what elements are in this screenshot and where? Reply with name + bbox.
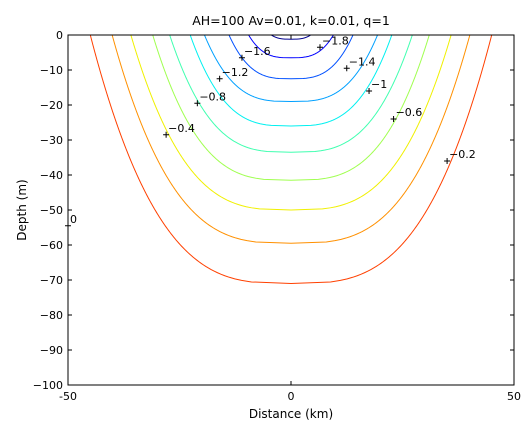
y-tick-label: −40 bbox=[40, 169, 63, 182]
contour-line bbox=[111, 34, 471, 244]
contour-label-marker bbox=[390, 116, 397, 122]
axis-ticks: -50 0 500−10−20−30−40−50−60−70−80−90−100 bbox=[33, 29, 521, 403]
contour-label-marker bbox=[216, 75, 223, 82]
y-tick-label: −30 bbox=[40, 134, 63, 147]
contour-label: −1 bbox=[371, 78, 387, 91]
contour-line bbox=[89, 34, 493, 285]
contour-label: −1.6 bbox=[244, 45, 271, 58]
contour-label-marker bbox=[163, 131, 170, 138]
y-tick-label: −20 bbox=[40, 99, 63, 112]
contour-label-marker bbox=[366, 88, 373, 94]
contour-line bbox=[204, 34, 378, 103]
contour-label: −1.2 bbox=[222, 66, 249, 79]
y-tick-label: −50 bbox=[40, 204, 63, 217]
contour-line bbox=[248, 34, 334, 59]
contour-lines bbox=[89, 34, 493, 285]
x-tick-label: 50 bbox=[507, 390, 521, 403]
contour-line bbox=[189, 34, 393, 127]
contour-labels: −1.8 −1.6 −1.4 −1.2 −1 −0.8 −0.6 −0.4 −0.2 0 bbox=[65, 34, 476, 229]
contour-label: −0.2 bbox=[449, 148, 476, 161]
contour-label: −0.4 bbox=[168, 122, 195, 135]
y-tick-label: −90 bbox=[40, 344, 63, 357]
contour-label: 0 bbox=[70, 213, 77, 226]
contour-line bbox=[271, 34, 311, 40]
contour-line bbox=[169, 34, 413, 153]
contour-label: −1.4 bbox=[349, 55, 376, 68]
contour-label-marker bbox=[194, 100, 201, 107]
contour-label-marker bbox=[238, 54, 245, 61]
contour-label-marker bbox=[65, 222, 71, 229]
y-tick-label: −70 bbox=[40, 274, 63, 287]
y-tick-label: −100 bbox=[33, 379, 63, 392]
y-axis-label: Depth (m) bbox=[15, 179, 29, 240]
contour-label-marker bbox=[316, 44, 323, 51]
x-axis-label: Distance (km) bbox=[249, 407, 333, 421]
contour-label-marker bbox=[444, 158, 451, 164]
contour-line bbox=[130, 34, 452, 211]
chart-title: AH=100 Av=0.01, k=0.01, q=1 bbox=[192, 13, 390, 28]
y-tick-label: −60 bbox=[40, 239, 63, 252]
contour-label: −0.6 bbox=[396, 106, 423, 119]
contour-line bbox=[152, 34, 430, 181]
contour-label: −1.8 bbox=[322, 34, 349, 47]
x-tick-label: -50 bbox=[59, 390, 77, 403]
contour-label: −0.8 bbox=[199, 90, 226, 103]
y-tick-label: 0 bbox=[56, 29, 63, 42]
y-tick-label: −80 bbox=[40, 309, 63, 322]
y-tick-label: −10 bbox=[40, 64, 63, 77]
x-tick-label: 0 bbox=[288, 390, 295, 403]
contour-line bbox=[228, 34, 354, 80]
contour-label-marker bbox=[343, 65, 350, 72]
